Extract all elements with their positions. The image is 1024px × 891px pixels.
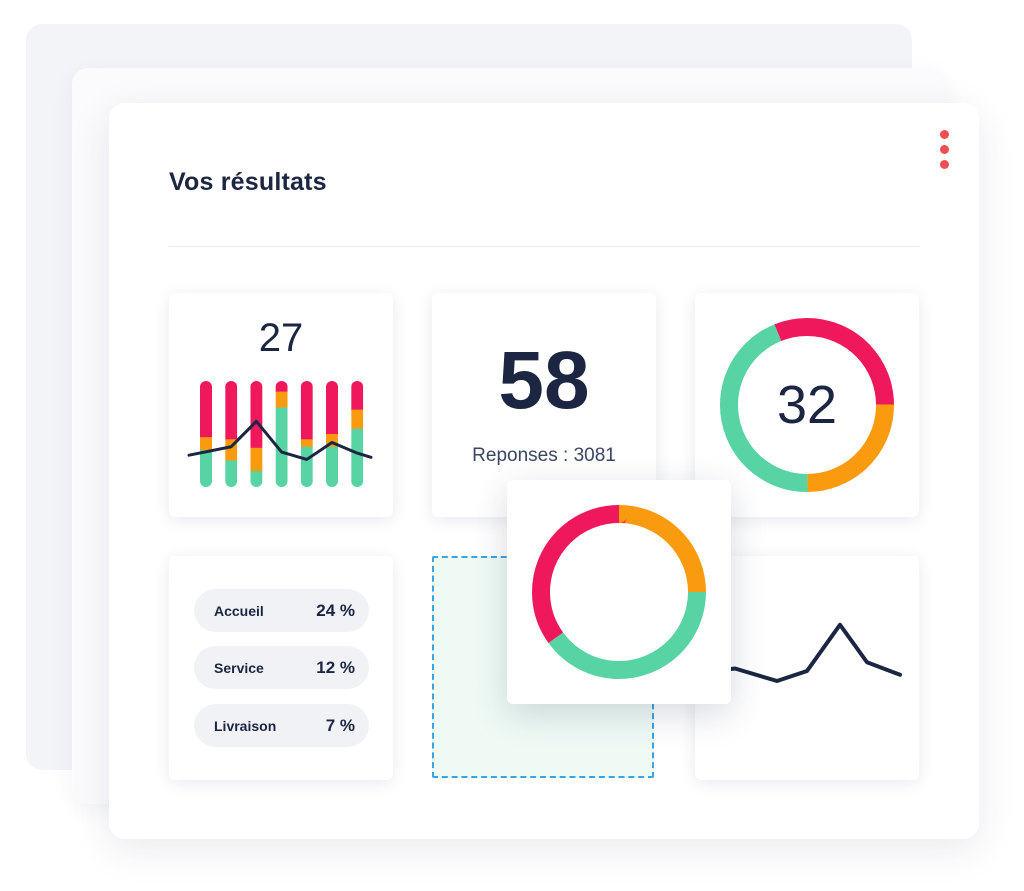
bar-segment-red	[300, 381, 313, 440]
responses-subtitle: Reponses : 3081	[432, 445, 656, 467]
bar-segment-orange	[225, 439, 238, 461]
bar-1	[200, 381, 212, 487]
stat-label: Accueil	[214, 602, 264, 619]
responses-label: Reponses :	[472, 445, 569, 466]
line-chart	[695, 622, 902, 683]
stat-value: 7 %	[325, 715, 355, 735]
stat-row-accueil[interactable]: Accueil 24 %	[194, 589, 369, 632]
bar-chart-value: 27	[258, 316, 304, 360]
bar-segment-green	[351, 428, 364, 487]
bar-2	[225, 381, 238, 487]
responses-score: 58	[498, 335, 590, 426]
bar-segment-green	[326, 446, 338, 487]
bar-segment-orange	[351, 409, 364, 430]
floating-donut-segment-red	[532, 505, 706, 679]
bar-segment-red	[250, 381, 263, 449]
bar-segment-orange	[250, 447, 263, 472]
dragged-donut-card[interactable]	[507, 480, 731, 704]
donut-value: 32	[776, 375, 838, 435]
bar-7	[351, 381, 364, 487]
stat-row-livraison[interactable]: Livraison 7 %	[194, 704, 369, 747]
stat-value: 12 %	[316, 657, 355, 677]
bar-segment-red	[351, 381, 364, 411]
line-chart-card[interactable]	[695, 556, 919, 780]
stat-label: Service	[214, 659, 264, 676]
stat-value: 24 %	[316, 600, 355, 620]
donut-segment-orange	[720, 318, 894, 492]
bar-segment-red	[225, 381, 238, 440]
trend-line	[187, 419, 373, 461]
stat-label: Livraison	[214, 717, 277, 734]
responses-count: 3081	[573, 445, 616, 466]
bar-segment-orange	[200, 437, 212, 451]
stat-row-service[interactable]: Service 12 %	[194, 646, 369, 689]
bar-segment-red	[200, 381, 212, 438]
header-divider	[169, 246, 919, 247]
bar-5	[300, 381, 313, 487]
bar-segment-green	[275, 407, 288, 487]
page-title: Vos résultats	[169, 168, 327, 196]
more-options-icon[interactable]	[934, 130, 954, 178]
donut-chart	[720, 318, 894, 492]
bar-6	[326, 381, 338, 487]
bar-segment-orange	[300, 439, 313, 448]
stacked-bar-chart	[187, 381, 373, 487]
bar-segment-red	[326, 381, 338, 435]
bar-4	[275, 381, 288, 487]
bar-segment-green	[300, 446, 313, 487]
bar-3	[250, 381, 263, 487]
donut-segment-red	[720, 318, 894, 492]
floating-donut-segment-green	[532, 505, 706, 679]
bar-segment-green	[200, 449, 212, 487]
bar-segment-green	[250, 471, 263, 487]
bar-segment-red	[275, 381, 288, 393]
responses-card[interactable]	[432, 293, 656, 517]
bar-segment-green	[225, 460, 238, 487]
line-series	[695, 622, 902, 683]
bar-segment-orange	[275, 391, 288, 408]
floating-donut-chart	[532, 505, 706, 679]
